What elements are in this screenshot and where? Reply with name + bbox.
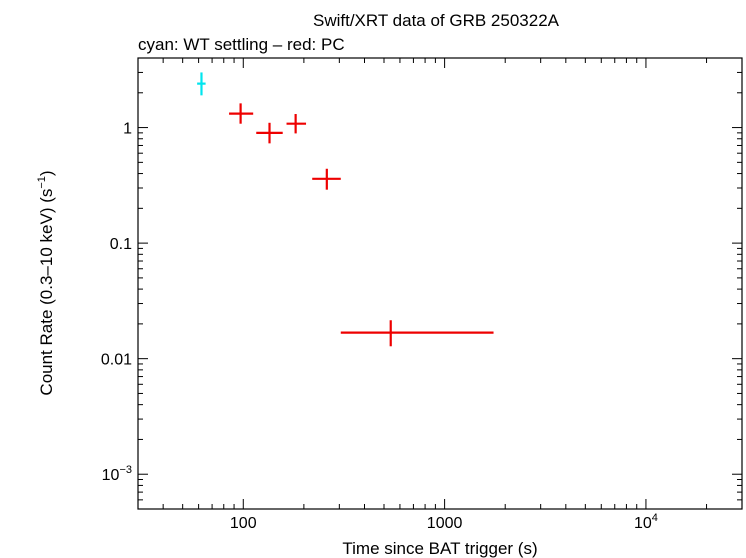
plot-frame	[137, 57, 743, 510]
x-tick-labels: 100 1000 104	[230, 512, 658, 532]
data-points	[197, 72, 494, 347]
y-tick-label-base: 1	[123, 121, 132, 138]
y-tick-label-base: 0.1	[110, 236, 132, 253]
data-point	[340, 320, 494, 347]
x-tick-label-base: 100	[230, 515, 257, 532]
y-axis-label-superscript: −1	[36, 176, 48, 189]
y-axis-label-main: Count Rate (0.3–10 keV) (s	[37, 189, 56, 396]
data-point	[197, 72, 206, 96]
chart-subtitle: cyan: WT settling – red: PC	[138, 35, 345, 54]
y-tick-label-base: 10	[102, 467, 120, 484]
x-axis-label: Time since BAT trigger (s)	[342, 539, 537, 558]
y-axis-label-close: )	[37, 170, 56, 176]
data-point	[286, 114, 307, 134]
chart-title: Swift/XRT data of GRB 250322A	[313, 11, 560, 30]
y-tick-label-base: 0.01	[101, 352, 132, 369]
y-tick-label: 0.01	[101, 352, 132, 369]
axis-ticks	[137, 57, 743, 510]
x-tick-label: 1000	[427, 515, 463, 532]
data-point	[229, 103, 254, 124]
x-tick-label: 100	[230, 515, 257, 532]
data-point	[256, 122, 283, 144]
y-tick-label: 1	[123, 121, 132, 138]
x-tick-label-base: 10	[634, 515, 652, 532]
y-tick-label: 10−3	[102, 464, 132, 484]
y-tick-label: 0.1	[110, 236, 132, 253]
y-tick-label-exponent: −3	[119, 464, 132, 476]
data-point	[312, 168, 341, 190]
x-tick-label: 104	[634, 512, 658, 532]
y-axis-label: Count Rate (0.3–10 keV) (s−1)	[36, 170, 56, 395]
x-tick-label-base: 1000	[427, 515, 463, 532]
y-tick-labels: 1 0.1 0.01 10−3	[101, 121, 132, 485]
x-tick-label-exponent: 4	[652, 512, 658, 524]
